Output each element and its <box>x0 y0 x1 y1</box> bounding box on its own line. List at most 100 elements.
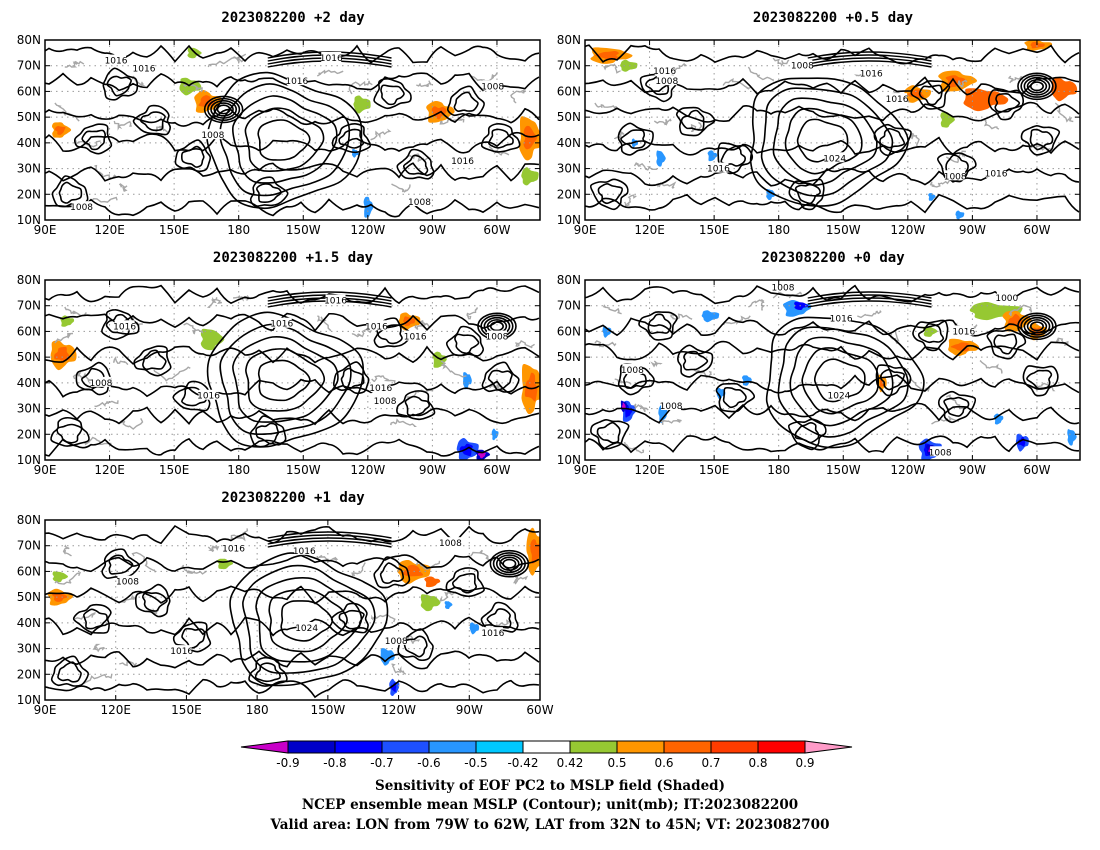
coastline <box>317 315 332 332</box>
contour-cell <box>340 367 365 390</box>
panel-frame <box>44 39 541 221</box>
contour-label-bg <box>71 201 92 212</box>
shaded-region <box>200 328 225 351</box>
contour-label-bg <box>370 382 391 392</box>
contour-label: 1008 <box>655 77 678 87</box>
y-tick-label: 60N <box>17 84 41 98</box>
contour-label: 1024 <box>823 154 846 164</box>
coastline <box>623 441 645 454</box>
contour-cell <box>57 661 82 683</box>
contour-cell <box>986 329 1027 360</box>
colorbar-extend-high <box>804 740 853 754</box>
shaded-region <box>701 310 720 323</box>
x-tick-label: 120W <box>350 223 385 237</box>
contour-label-bg <box>953 325 974 336</box>
contour-band <box>807 51 932 68</box>
contour-cell <box>617 363 655 396</box>
coastline <box>489 383 504 391</box>
coastline <box>119 660 138 667</box>
contour-cell <box>172 621 212 653</box>
contour-high <box>231 95 338 184</box>
contour-cell <box>451 572 478 594</box>
contour-line <box>585 374 1080 394</box>
contour-label-bg <box>106 54 127 65</box>
contour-high <box>765 316 925 449</box>
coastline <box>391 663 407 675</box>
panel-title: 2023082200 +2 day <box>221 10 365 26</box>
contour-label-bg <box>134 62 154 73</box>
contour-label-bg <box>708 162 729 173</box>
colorbar: -0.9 -0.8 -0.7 -0.6 -0.5 -0.42 0.42 0.5 0.6 0.7 0.… <box>240 740 853 770</box>
contour-label: 1016 <box>404 333 427 343</box>
contour-cell <box>993 333 1018 355</box>
shaded-region <box>380 648 395 666</box>
contour-cell <box>597 182 624 205</box>
x-tick-label: 150E <box>171 703 202 717</box>
coastline <box>351 328 373 338</box>
coastline <box>370 128 392 141</box>
coastline <box>83 436 112 446</box>
panel-3: 1016 1016 1016 1016 1016 1008 1008 1016 1016 1008… <box>17 250 541 477</box>
contour-line <box>585 402 1080 425</box>
coastline <box>114 595 137 603</box>
contour-low <box>1026 79 1048 94</box>
contour-band <box>267 531 392 548</box>
contour-label: 1016 <box>320 54 343 64</box>
contour-label: 1008 <box>70 203 93 213</box>
contour-cell <box>73 123 113 155</box>
x-tick-label: 180 <box>227 223 250 237</box>
y-tick-label: 40N <box>557 376 581 390</box>
x-tick-label: 150W <box>310 703 345 717</box>
contour-high <box>813 358 866 403</box>
contour-cell <box>879 127 906 149</box>
y-tick-label: 70N <box>17 59 41 73</box>
panel-title: 2023082200 +1 day <box>221 490 365 506</box>
coastline <box>658 418 682 425</box>
shaded-region <box>620 59 638 72</box>
contour-cell <box>722 386 747 409</box>
contour-cell <box>912 319 949 352</box>
contour-cell <box>397 628 434 662</box>
colorbar-tick-label: 0.7 <box>701 756 720 770</box>
contour-label-bg <box>622 364 643 374</box>
x-tick-label: 180 <box>767 223 790 237</box>
colorbar-box <box>381 740 430 754</box>
contour-high <box>760 87 894 197</box>
x-tick-label: 90W <box>959 223 986 237</box>
contour-cell <box>172 380 211 412</box>
caption-line-2: NCEP ensemble mean MSLP (Contour); unit(… <box>302 797 798 813</box>
contour-label-bg <box>375 394 396 405</box>
coastline <box>440 360 467 378</box>
x-tick-label: 90E <box>34 703 57 717</box>
x-tick-label: 120E <box>94 223 125 237</box>
contour-cell <box>917 323 945 344</box>
contour-cell <box>373 317 413 349</box>
contour-label: 1016 <box>170 647 193 657</box>
contour-cell <box>75 361 112 396</box>
shaded-region-core <box>621 402 626 409</box>
contour-cell <box>910 80 951 110</box>
contour-cell <box>50 416 90 447</box>
colorbar-extend-low <box>240 740 289 754</box>
contour-label-bg <box>773 281 793 292</box>
contour-low <box>1023 316 1051 336</box>
contour-label: 1008 <box>929 448 952 458</box>
contour-label: 1016 <box>197 392 220 402</box>
contour-line <box>45 406 540 426</box>
contour-low <box>1029 81 1044 92</box>
coastline <box>1054 102 1074 123</box>
x-tick-label: 180 <box>227 463 250 477</box>
coastline <box>92 643 106 653</box>
contour-cell <box>1020 125 1061 156</box>
y-tick-label: 50N <box>557 350 581 364</box>
coastline <box>510 89 527 104</box>
x-tick-label: 150E <box>159 463 190 477</box>
contour-cell <box>879 368 906 391</box>
contour-cell <box>249 176 289 208</box>
contour-cell <box>1029 128 1054 151</box>
shaded-region <box>955 210 965 220</box>
colorbar-tick-label: -0.7 <box>370 756 393 770</box>
contour-cell <box>373 556 411 589</box>
x-tick-label: 150W <box>286 223 321 237</box>
